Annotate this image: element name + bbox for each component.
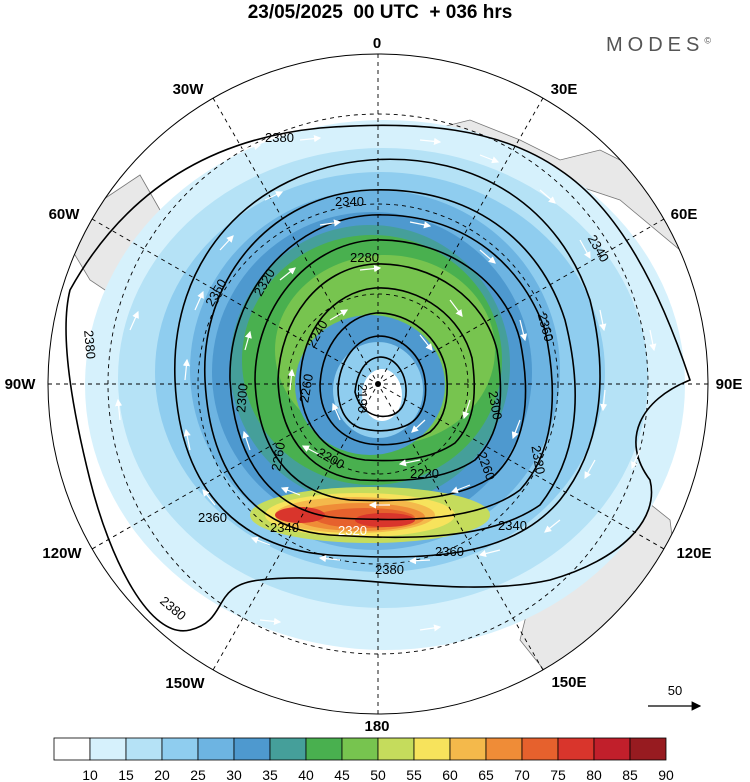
svg-text:2360: 2360 <box>535 311 557 343</box>
svg-text:30W: 30W <box>173 81 205 98</box>
wind-vectors <box>115 135 657 665</box>
colorbar-swatch <box>197 737 235 761</box>
svg-text:2340: 2340 <box>270 520 299 535</box>
colorbar-label: 90 <box>658 767 674 782</box>
svg-text:180: 180 <box>364 718 389 735</box>
colorbar-swatch <box>269 737 307 761</box>
svg-text:2280: 2280 <box>350 250 379 265</box>
svg-text:0: 0 <box>373 35 381 52</box>
svg-text:2300: 2300 <box>485 390 505 421</box>
colorbar-label: 70 <box>514 767 530 782</box>
colorbar-label: 75 <box>550 767 566 782</box>
longitude-labels: 0 30E 60E 90E 120E 150E 180 150W 120W 90… <box>5 35 743 735</box>
colorbar-swatch <box>485 737 523 761</box>
colorbar-swatch <box>89 737 127 761</box>
colorbar-swatch <box>125 737 163 761</box>
svg-text:2320: 2320 <box>528 444 548 475</box>
colorbar-label: 55 <box>406 767 422 782</box>
svg-text:120E: 120E <box>676 545 711 562</box>
geopotential-contours <box>65 124 691 632</box>
colorbar-swatch <box>593 737 631 761</box>
svg-text:2380: 2380 <box>375 562 404 577</box>
colorbar-swatch <box>557 737 595 761</box>
svg-text:2260: 2260 <box>268 441 288 472</box>
colorbar-label: 15 <box>118 767 134 782</box>
modes-logo: MODES© <box>606 34 716 56</box>
svg-text:2340: 2340 <box>498 518 527 533</box>
colorbar-swatch <box>413 737 451 761</box>
colorbar-label: 40 <box>298 767 314 782</box>
colorbar-swatch <box>377 737 415 761</box>
svg-text:90E: 90E <box>716 376 743 393</box>
svg-text:2340: 2340 <box>335 194 364 209</box>
colorbar-label: 20 <box>154 767 170 782</box>
svg-text:2260: 2260 <box>296 373 316 404</box>
svg-text:90W: 90W <box>5 376 37 393</box>
wind-speed-shading <box>85 120 685 650</box>
svg-text:2360: 2360 <box>198 510 227 525</box>
svg-text:30E: 30E <box>551 81 578 98</box>
svg-text:2190: 2190 <box>355 384 370 413</box>
colorbar-label: 85 <box>622 767 638 782</box>
svg-text:2380: 2380 <box>81 329 98 359</box>
svg-text:2300: 2300 <box>233 383 250 413</box>
reference-vector: 50 <box>648 683 702 711</box>
colorbar-swatch <box>53 737 91 761</box>
colorbar-label: 80 <box>586 767 602 782</box>
colorbar-swatch <box>629 737 667 761</box>
colorbar-label: 65 <box>478 767 494 782</box>
svg-text:60W: 60W <box>49 206 81 223</box>
svg-text:2380: 2380 <box>265 130 294 145</box>
colorbar-swatch <box>341 737 379 761</box>
svg-text:60E: 60E <box>671 206 698 223</box>
colorbar-label: 30 <box>226 767 242 782</box>
svg-text:150E: 150E <box>551 674 586 691</box>
colorbar-label: 60 <box>442 767 458 782</box>
colorbar-swatch <box>521 737 559 761</box>
svg-text:50: 50 <box>668 683 682 698</box>
colorbar-label: 25 <box>190 767 206 782</box>
svg-text:2360: 2360 <box>435 544 464 559</box>
svg-text:2220: 2220 <box>410 466 439 481</box>
colorbar-swatch <box>305 737 343 761</box>
map-title: 23/05/2025 00 UTC + 036 hrs <box>247 2 513 23</box>
colorbar-swatch <box>449 737 487 761</box>
map-disk: 2380 2340 2280 2240 2190 2200 2220 2260 … <box>48 54 708 714</box>
colorbar-swatch <box>233 737 271 761</box>
svg-text:150W: 150W <box>165 675 205 692</box>
svg-text:2320: 2320 <box>338 523 367 538</box>
colorbar-swatch <box>161 737 199 761</box>
colorbar-label: 45 <box>334 767 350 782</box>
colorbar-label: 35 <box>262 767 278 782</box>
svg-text:120W: 120W <box>42 545 82 562</box>
colorbar-label: 10 <box>82 767 98 782</box>
map-border <box>47 53 709 715</box>
contour-labels: 2380 2340 2280 2240 2190 2200 2220 2260 … <box>81 130 612 623</box>
colorbar-label: 50 <box>370 767 386 782</box>
colorbar: 10 15 20 25 30 35 40 45 50 55 60 65 70 75 80 85 90 <box>53 737 674 782</box>
